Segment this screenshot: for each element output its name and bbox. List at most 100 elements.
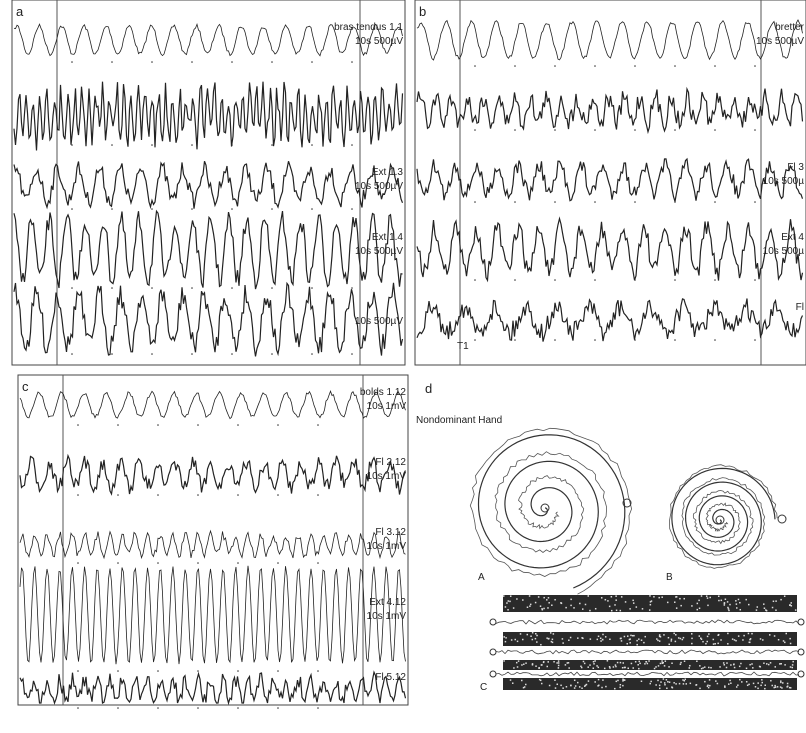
trace-name: Fl 3.12 xyxy=(375,527,406,538)
noise-speck xyxy=(771,684,773,687)
noise-speck xyxy=(541,608,543,610)
grid-dot xyxy=(754,279,756,281)
spiral-drawing xyxy=(669,464,778,569)
noise-speck xyxy=(786,685,789,688)
noise-speck xyxy=(570,684,572,687)
noise-speck xyxy=(570,604,572,607)
trace xyxy=(19,565,406,665)
noise-speck xyxy=(573,607,575,609)
noise-speck xyxy=(757,682,759,684)
noise-speck xyxy=(765,609,768,612)
grid-dot xyxy=(514,129,516,131)
noise-speck xyxy=(504,640,507,643)
spiral-dot xyxy=(715,515,725,525)
noise-speck xyxy=(609,638,611,641)
noise-speck xyxy=(704,680,706,683)
noise-speck xyxy=(650,600,653,602)
noise-speck xyxy=(715,680,717,682)
noise-speck xyxy=(506,602,508,604)
noise-speck xyxy=(729,679,731,682)
noise-speck xyxy=(546,665,548,668)
noise-speck xyxy=(658,684,661,687)
trace xyxy=(13,160,404,210)
noise-speck xyxy=(560,602,562,604)
noise-speck xyxy=(691,642,693,645)
grid-dot xyxy=(554,339,556,341)
grid-dot xyxy=(634,339,636,341)
noise-speck xyxy=(680,604,682,607)
noise-speck xyxy=(699,687,701,690)
grid-dot xyxy=(271,287,273,289)
noise-speck xyxy=(698,635,701,637)
grid-dot xyxy=(594,339,596,341)
noise-speck xyxy=(649,682,651,685)
noise-speck xyxy=(779,663,781,665)
noise-speck xyxy=(554,598,556,601)
noise-speck xyxy=(752,682,755,685)
noise-speck xyxy=(596,665,598,667)
trace-name: Fl xyxy=(796,302,804,313)
noise-speck xyxy=(609,667,611,669)
grid-dot xyxy=(351,353,353,355)
noise-speck xyxy=(528,595,531,597)
noise-speck xyxy=(748,641,751,644)
noise-speck xyxy=(639,662,641,665)
grid-dot xyxy=(197,424,199,426)
noise-speck xyxy=(643,641,645,644)
noise-speck xyxy=(781,687,783,689)
grid-dot xyxy=(231,353,233,355)
noise-speck xyxy=(784,664,786,666)
noise-speck xyxy=(774,686,777,688)
noise-speck xyxy=(557,662,560,664)
noise-speck xyxy=(531,663,534,665)
grid-dot xyxy=(634,201,636,203)
noise-speck xyxy=(673,632,675,635)
noise-speck xyxy=(671,662,673,664)
noise-speck xyxy=(733,666,736,669)
grid-dot xyxy=(111,61,113,63)
grid-dot xyxy=(311,208,313,210)
noise-speck xyxy=(679,637,682,640)
grid-dot xyxy=(157,562,159,564)
noise-speck xyxy=(696,608,699,611)
noise-speck xyxy=(664,660,667,662)
trace-name: Fl 2.12 xyxy=(375,457,406,468)
grid-dot xyxy=(514,279,516,281)
grid-dot xyxy=(151,208,153,210)
noise-speck xyxy=(733,639,736,641)
noise-speck xyxy=(727,606,729,609)
grid-dot xyxy=(77,707,79,709)
noise-speck xyxy=(519,633,522,635)
noise-speck xyxy=(503,595,505,597)
noise-speck xyxy=(615,609,618,612)
grid-dot xyxy=(277,424,279,426)
noise-speck xyxy=(663,634,665,636)
noise-speck xyxy=(659,636,662,638)
noise-speck xyxy=(748,683,750,686)
noise-speck xyxy=(749,663,751,666)
noise-speck xyxy=(603,667,606,670)
noise-speck xyxy=(601,686,603,689)
noise-speck xyxy=(658,596,660,599)
trace xyxy=(19,453,407,496)
grid-dot xyxy=(191,61,193,63)
noise-speck xyxy=(614,687,616,690)
noise-speck xyxy=(585,683,588,686)
noise-speck xyxy=(666,601,669,604)
drawn-line xyxy=(495,649,800,655)
trace-scale: 10s 500µ xyxy=(763,246,805,257)
trace-scale: 10s 500µV xyxy=(756,36,804,47)
noise-speck xyxy=(779,686,782,688)
noise-speck xyxy=(608,665,611,668)
grid-dot xyxy=(594,279,596,281)
noise-speck xyxy=(664,683,666,686)
noise-speck xyxy=(587,680,590,682)
noise-speck xyxy=(648,660,650,662)
noise-speck xyxy=(774,684,776,687)
noise-speck xyxy=(640,639,643,641)
noise-speck xyxy=(742,639,744,641)
grid-dot xyxy=(117,670,119,672)
noise-speck xyxy=(700,667,703,670)
noise-speck xyxy=(616,661,619,664)
noise-speck xyxy=(677,637,680,639)
